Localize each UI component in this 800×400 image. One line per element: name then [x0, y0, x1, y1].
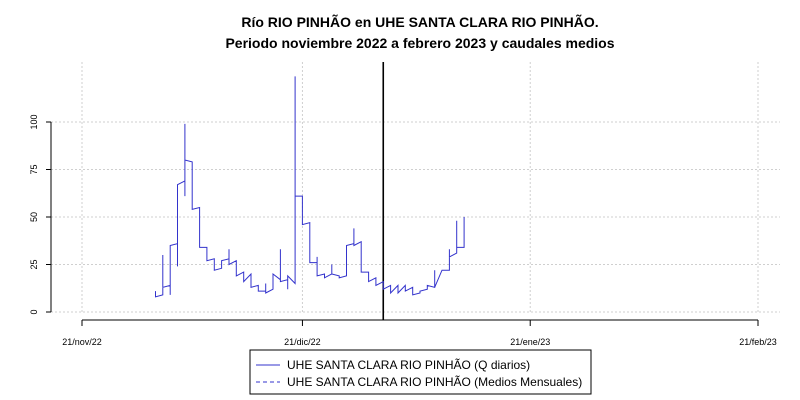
x-tick-label: 21/feb/23 [739, 337, 777, 347]
y-tick-label: 0 [29, 309, 39, 314]
series-line-0 [155, 76, 465, 298]
x-axis: 21/nov/22 21/dic/22 21/ene/23 21/feb/23 [62, 319, 777, 347]
y-tick-label: 25 [29, 259, 39, 269]
chart-title: Río RIO PINHÃO en UHE SANTA CLARA RIO PI… [241, 13, 598, 30]
legend-box [249, 349, 592, 395]
y-axis: 0 25 50 75 100 [29, 114, 52, 315]
x-tick-label: 21/ene/23 [510, 337, 550, 347]
y-tick-label: 50 [29, 212, 39, 222]
series-lines [155, 76, 465, 298]
chart-subtitle: Periodo noviembre 2022 a febrero 2023 y … [225, 35, 614, 51]
y-tick-label: 75 [29, 164, 39, 174]
legend-label-daily: UHE SANTA CLARA RIO PINHÃO (Q diarios) [287, 358, 530, 372]
x-tick-label: 21/nov/22 [62, 337, 102, 347]
x-tick-label: 21/dic/22 [284, 337, 321, 347]
legend-label-monthly: UHE SANTA CLARA RIO PINHÃO (Medios Mensu… [287, 375, 582, 389]
y-tick-label: 100 [29, 114, 39, 129]
grid-lines [51, 62, 780, 313]
legend: UHE SANTA CLARA RIO PINHÃO (Q diarios) U… [249, 349, 592, 395]
